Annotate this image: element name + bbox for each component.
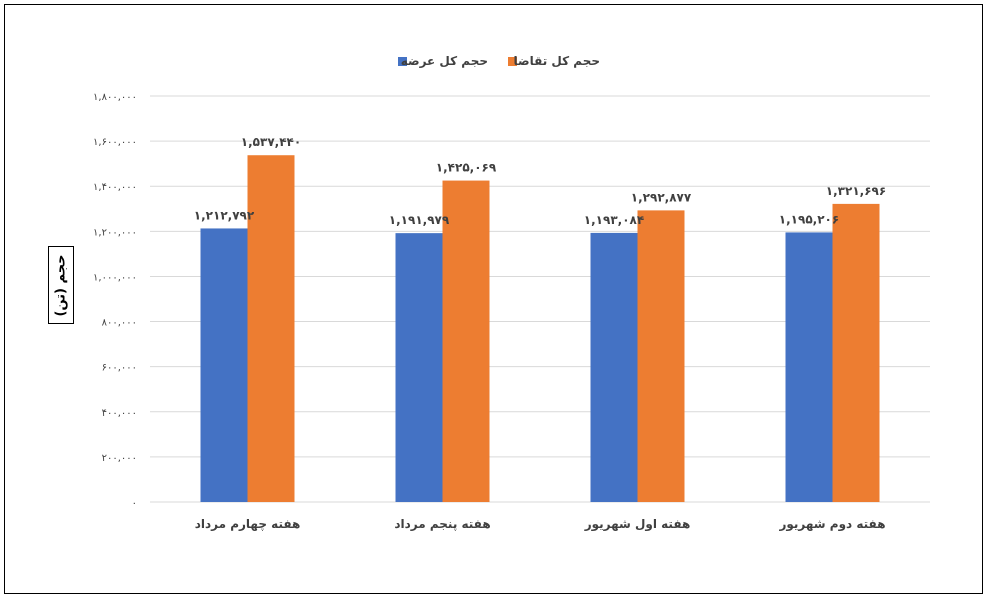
x-tick-label: هفته دوم شهریور [778,517,885,532]
demand-bar [247,155,295,502]
bar-value-label: ۱,۵۳۷,۴۴۰ [241,135,301,149]
x-tick-labels: هفته چهارم مرداد هفته پنجم مرداد هفته اول … [195,517,886,532]
y-axis-label-box: حجم (تن) [48,246,74,324]
y-tick-label: ۱,۴۰۰,۰۰۰ [93,182,137,193]
bar-value-label: ۱,۱۹۱,۹۷۹ [389,213,450,227]
supply-bar [590,232,638,502]
demand-bar [637,210,685,503]
supply-bar [395,233,443,502]
bar-value-label: ۱,۳۲۱,۶۹۶ [826,184,886,198]
y-tick-label: ۴۰۰,۰۰۰ [102,408,137,419]
legend-label-supply: حجم کل عرضه [401,54,488,68]
supply-bar [785,232,833,502]
x-tick-label: هفته اول شهریور [584,517,691,532]
y-tick-label: ۱,۰۰۰,۰۰۰ [93,272,137,283]
legend-swatch-demand [508,57,517,66]
legend: حجم کل تقاضا حجم کل عرضه [398,54,600,68]
demand-bar [832,203,880,502]
y-tick-label: ۰ [132,498,137,509]
bar-value-label: ۱,۲۹۲,۸۷۷ [631,190,692,204]
bar-value-label: ۱,۱۹۵,۲۰۶ [779,212,839,226]
legend-label-demand: حجم کل تقاضا [513,54,600,68]
y-tick-label: ۱,۶۰۰,۰۰۰ [93,137,137,148]
x-tick-label: هفته چهارم مرداد [195,517,301,532]
y-tick-label: ۱,۲۰۰,۰۰۰ [93,227,137,238]
supply-bar [200,228,248,502]
bars [200,155,880,503]
y-tick-label: ۶۰۰,۰۰۰ [102,363,137,374]
y-tick-label: ۲۰۰,۰۰۰ [102,453,137,464]
y-tick-label: ۱,۸۰۰,۰۰۰ [93,92,137,103]
data-labels: ۱,۲۱۲,۷۹۲ ۱,۵۳۷,۴۴۰ ۱,۱۹۱,۹۷۹ ۱,۴۲۵,۰۶۹ ۱,۱۹… [194,135,886,227]
demand-bar [442,180,490,503]
legend-swatch-supply [398,57,407,66]
y-tick-label: ۸۰۰,۰۰۰ [102,318,137,329]
bar-value-label: ۱,۱۹۳,۰۸۴ [584,213,644,227]
y-axis-label: حجم (تن) [53,254,69,316]
bar-value-label: ۱,۲۱۲,۷۹۲ [194,208,255,222]
x-tick-label: هفته پنجم مرداد [394,517,490,531]
y-tick-labels: ۰ ۲۰۰,۰۰۰ ۴۰۰,۰۰۰ ۶۰۰,۰۰۰ ۸۰۰,۰۰۰ ۱,۰۰۰,۰۰۰ ۱,… [93,92,137,509]
bar-value-label: ۱,۴۲۵,۰۶۹ [436,161,497,175]
